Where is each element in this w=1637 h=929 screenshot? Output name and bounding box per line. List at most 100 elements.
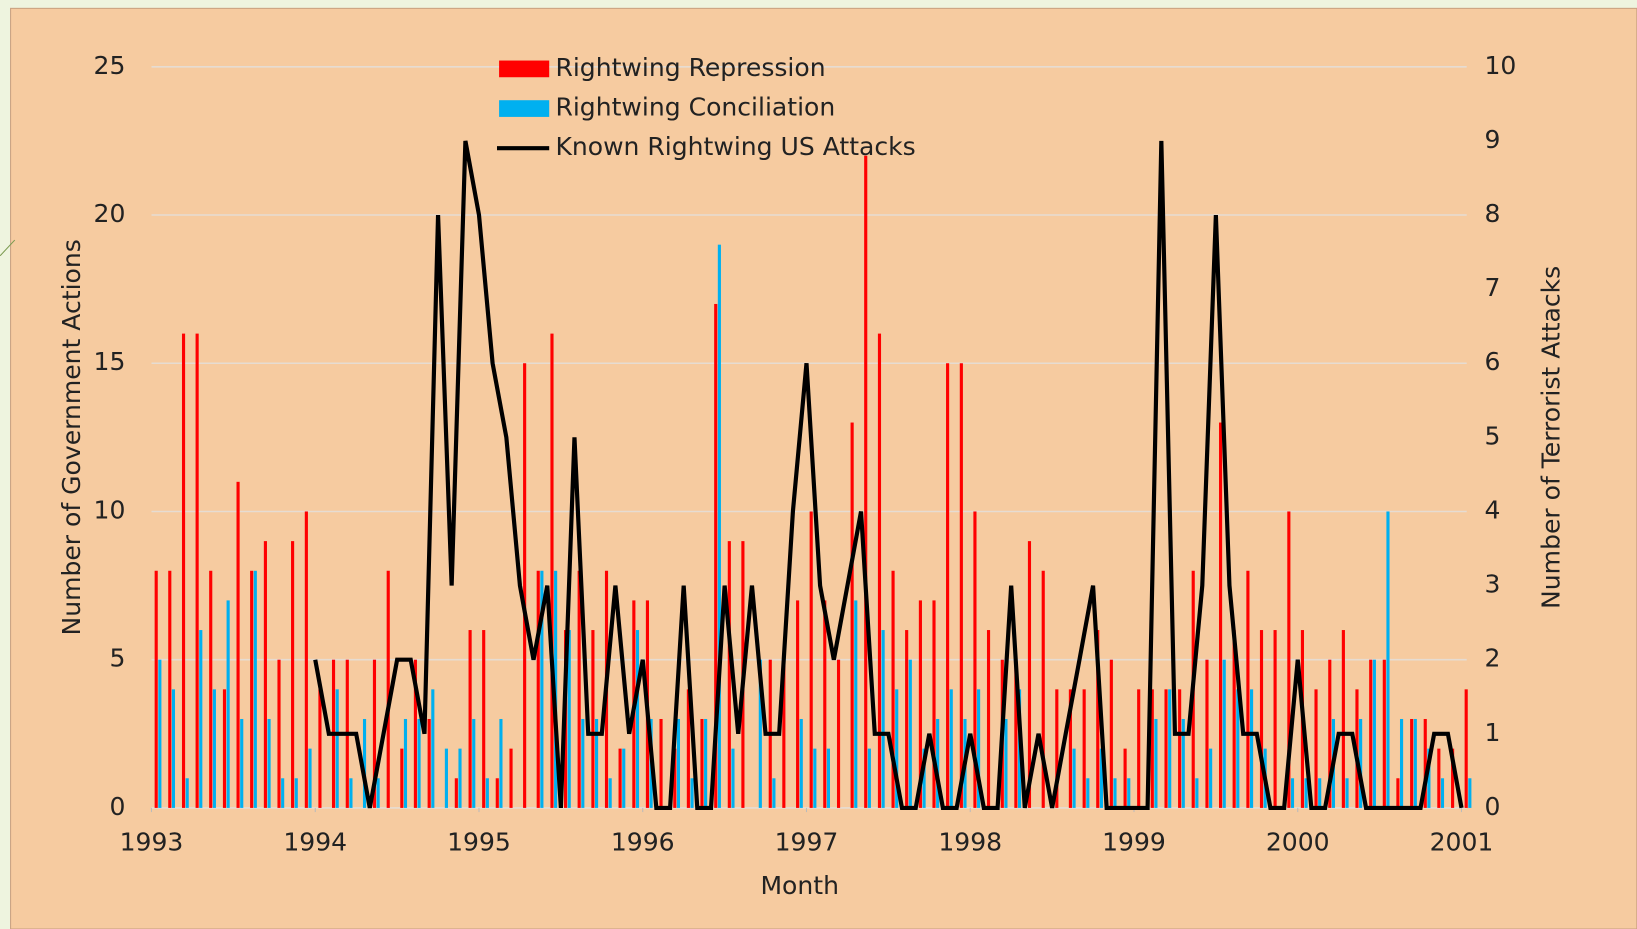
bar — [427, 718, 431, 808]
bar — [1072, 748, 1076, 808]
bar — [1287, 511, 1291, 808]
bar — [253, 570, 257, 808]
bar — [772, 778, 776, 808]
bar — [727, 541, 731, 808]
bar — [895, 689, 899, 808]
bar — [1236, 689, 1240, 808]
bar — [181, 333, 186, 808]
bar — [185, 778, 189, 808]
bar — [277, 659, 281, 808]
bar — [294, 778, 298, 808]
bar — [1205, 659, 1209, 808]
bar — [1382, 659, 1386, 808]
bar — [236, 481, 240, 808]
x-tick-label: 1998 — [938, 827, 1002, 856]
bar — [158, 659, 162, 808]
bar — [809, 511, 813, 808]
bar — [499, 718, 503, 808]
bar — [523, 363, 527, 808]
bar — [704, 718, 708, 808]
decoration — [0, 239, 16, 257]
bar — [1164, 689, 1168, 808]
bar — [226, 600, 230, 808]
y-tick-label: 15 — [94, 347, 126, 376]
x-tick-label: 2001 — [1430, 827, 1494, 856]
y-tick-label: 10 — [94, 495, 126, 524]
y-tick-label: 5 — [109, 644, 125, 673]
bar — [1246, 570, 1250, 808]
bar — [458, 748, 462, 808]
bar — [1423, 718, 1427, 808]
bar — [850, 422, 854, 808]
bar — [482, 630, 486, 808]
x-tick-label: 1995 — [447, 827, 511, 856]
bar — [700, 718, 704, 808]
bar — [304, 511, 308, 808]
bar — [836, 659, 841, 808]
bar — [1314, 689, 1318, 808]
bar — [209, 570, 213, 808]
bar — [1086, 778, 1090, 808]
bar — [281, 778, 285, 808]
bar — [472, 718, 476, 808]
bar — [540, 570, 544, 808]
bar — [959, 363, 963, 808]
bar — [536, 570, 540, 808]
y2-tick-label: 9 — [1484, 125, 1500, 154]
bar — [946, 363, 950, 808]
bar — [1232, 630, 1236, 808]
bar — [881, 630, 885, 808]
bar — [1468, 778, 1472, 808]
y2-axis-title: Number of Terrorist Attacks — [1536, 266, 1565, 609]
legend-label: Rightwing Repression — [555, 53, 825, 82]
bar — [267, 718, 271, 808]
bar — [1068, 689, 1072, 808]
bar — [796, 600, 800, 808]
bar — [867, 748, 871, 808]
bar — [1396, 778, 1400, 808]
bar — [1219, 422, 1223, 808]
bar — [318, 689, 322, 808]
bar — [1437, 748, 1441, 808]
bar — [1055, 689, 1059, 808]
bar — [372, 659, 377, 808]
bar — [1195, 778, 1199, 808]
bar — [581, 718, 585, 808]
y2-tick-label: 6 — [1484, 347, 1500, 376]
bar — [168, 570, 172, 808]
bar — [591, 630, 595, 808]
bar — [717, 244, 721, 808]
bar — [362, 718, 367, 808]
bar — [1123, 748, 1127, 808]
bar — [1427, 748, 1431, 808]
bar — [1082, 689, 1086, 808]
bar — [622, 748, 626, 808]
bar — [1359, 718, 1363, 808]
legend-label: Rightwing Conciliation — [555, 93, 835, 122]
bar — [799, 718, 803, 808]
bar — [495, 778, 499, 808]
y2-tick-label: 8 — [1484, 199, 1500, 228]
bar — [1318, 778, 1322, 808]
bar — [485, 778, 489, 808]
bar — [1178, 689, 1182, 808]
bar — [1273, 630, 1277, 808]
bar — [918, 600, 922, 808]
x-tick-label: 1993 — [120, 827, 184, 856]
bar — [1345, 778, 1349, 808]
bar — [577, 570, 581, 808]
bar — [977, 689, 981, 808]
bar — [212, 689, 216, 808]
bar — [908, 659, 912, 808]
bar — [1386, 511, 1390, 808]
y-axis-title: Number of Government Actions — [57, 239, 86, 635]
bar — [1096, 630, 1100, 808]
bar — [1150, 689, 1154, 808]
bar — [308, 748, 312, 808]
bar — [1372, 659, 1376, 808]
bar — [1304, 778, 1308, 808]
bar — [635, 630, 640, 808]
bar — [949, 689, 953, 808]
bar — [1113, 778, 1117, 808]
